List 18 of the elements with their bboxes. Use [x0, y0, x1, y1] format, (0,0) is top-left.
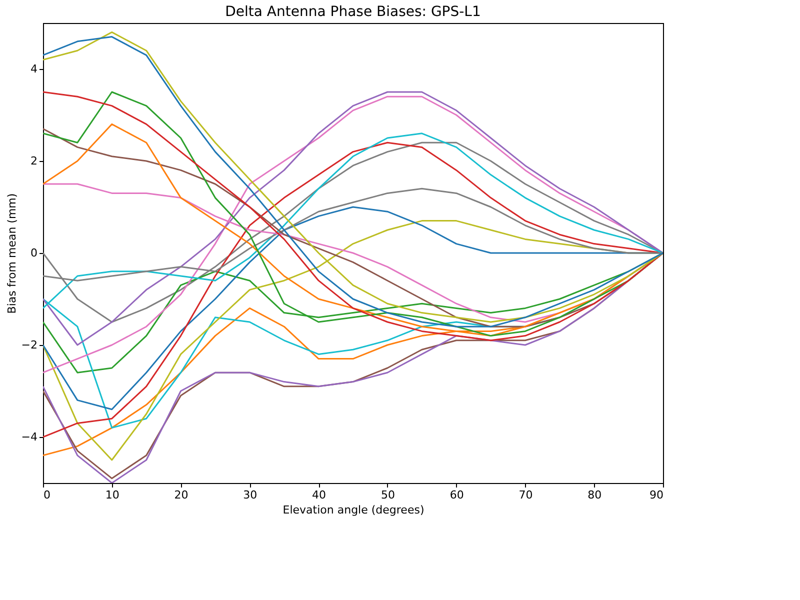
x-tick-label: 0 — [44, 488, 50, 502]
x-tick-label: 70 — [518, 488, 533, 502]
y-axis-title: Bias from mean (mm) — [5, 193, 18, 314]
y-tick-label: −4 — [21, 430, 38, 444]
x-tick-label: 80 — [588, 488, 602, 502]
x-tick-label: 50 — [380, 488, 395, 502]
y-tick-label: −2 — [21, 338, 38, 352]
y-tick-label: 4 — [30, 62, 38, 76]
x-tick-label: 40 — [312, 488, 326, 502]
x-axis-title: Elevation angle (degrees) — [282, 504, 424, 516]
x-tick-label: 20 — [174, 488, 188, 502]
x-tick-label: 10 — [105, 488, 120, 502]
y-tick-label: 0 — [30, 246, 38, 260]
y-tick-label: 2 — [30, 154, 38, 168]
x-tick-label: 60 — [450, 488, 464, 502]
x-tick-label: 30 — [243, 488, 258, 502]
x-tick-label: 90 — [650, 488, 664, 502]
chart-title: Delta Antenna Phase Biases: GPS-L1 — [225, 4, 481, 20]
